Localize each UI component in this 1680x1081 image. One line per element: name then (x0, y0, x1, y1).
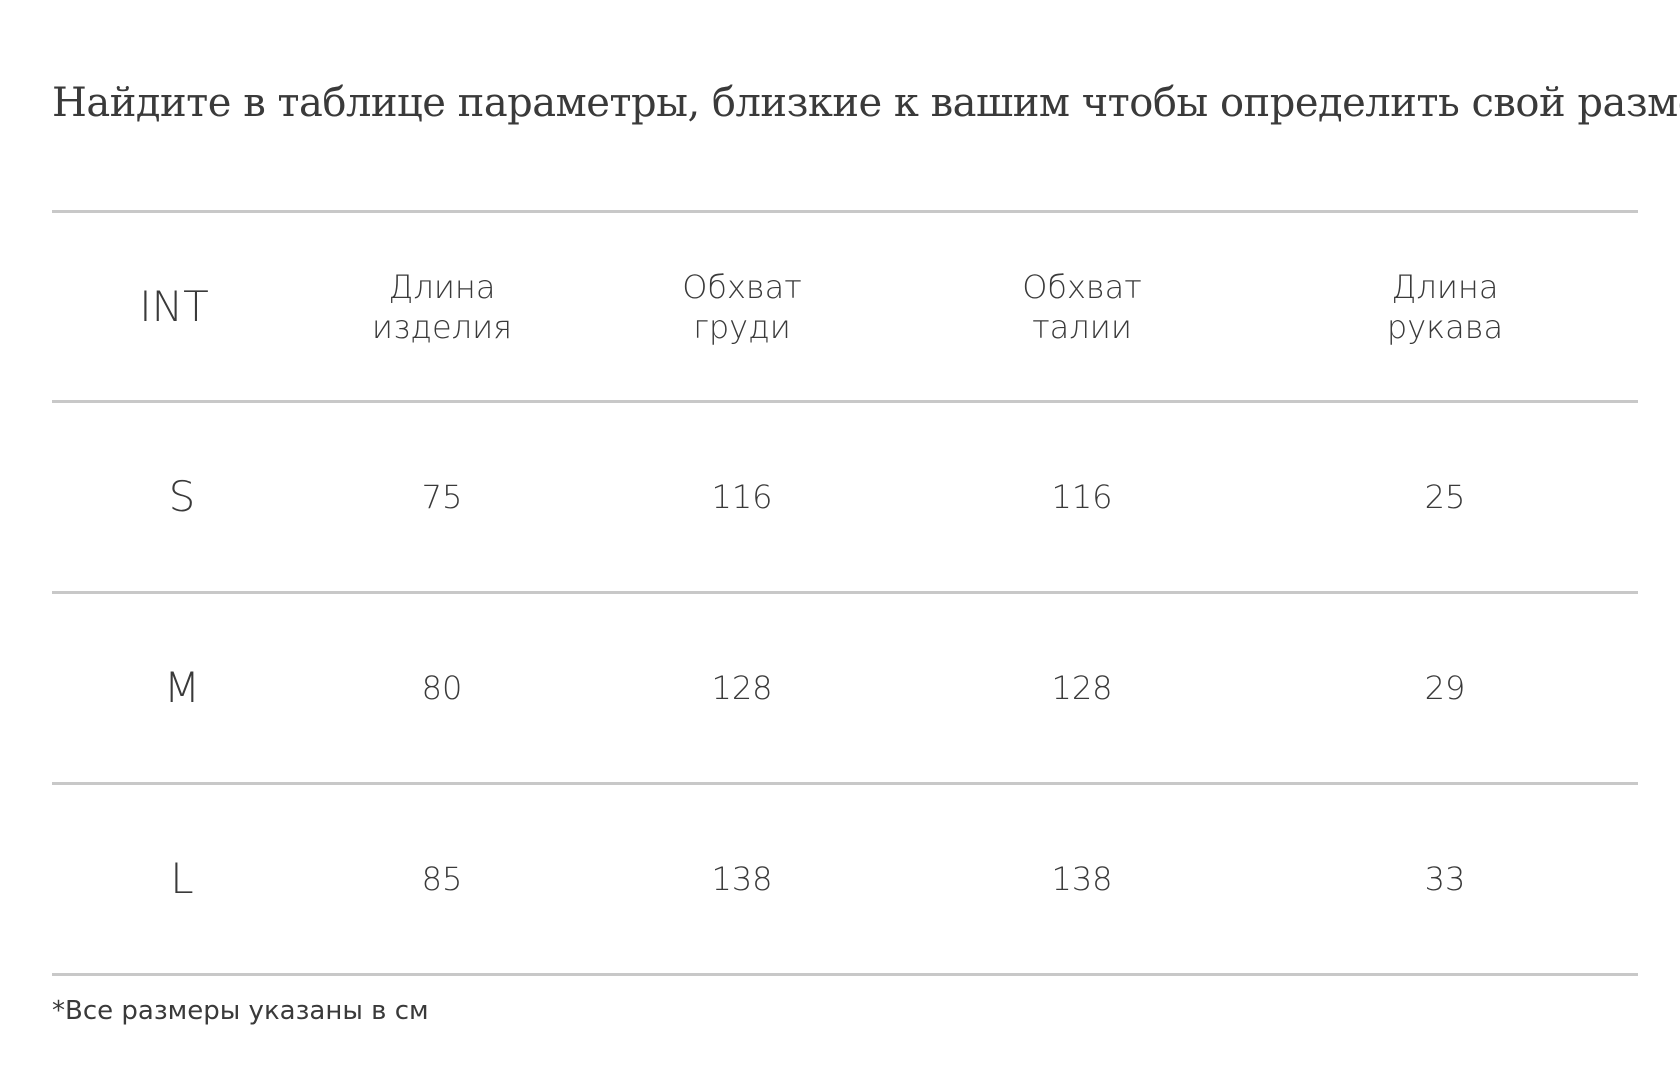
waist-cell: 138 (1051, 860, 1113, 898)
header-length-line2: изделия (371, 307, 513, 346)
length-cell: 75 (421, 478, 463, 516)
header-waist-line2: талии (1032, 307, 1132, 346)
page-title: Найдите в таблице параметры, близкие к в… (52, 80, 1680, 126)
size-cell: L (170, 854, 194, 903)
waist-cell: 116 (1051, 478, 1113, 516)
footnote: *Все размеры указаны в см (52, 996, 429, 1026)
table-row: S 75 116 116 25 (52, 403, 1638, 594)
size-cell: M (163, 663, 201, 712)
length-cell: 85 (421, 860, 463, 898)
header-waist: Обхват талии (912, 267, 1252, 347)
chest-cell: 116 (711, 478, 773, 516)
sleeve-cell: 25 (1424, 478, 1466, 516)
header-sleeve: Длина рукава (1252, 267, 1638, 347)
size-cell: S (168, 472, 196, 521)
sleeve-cell: 29 (1424, 669, 1466, 707)
waist-cell: 128 (1051, 669, 1113, 707)
header-waist-line1: Обхват (1022, 267, 1142, 306)
header-chest: Обхват груди (572, 267, 912, 347)
table-header-row: INT Длина изделия Обхват груди Обхват та… (52, 213, 1638, 403)
length-cell: 80 (421, 669, 463, 707)
sleeve-cell: 33 (1424, 860, 1466, 898)
table-row: M 80 128 128 29 (52, 594, 1638, 785)
header-length: Длина изделия (312, 267, 572, 347)
chest-cell: 138 (711, 860, 773, 898)
header-length-line1: Длина (388, 267, 496, 306)
header-chest-line1: Обхват (682, 267, 802, 306)
header-chest-line2: груди (693, 307, 791, 346)
chest-cell: 128 (711, 669, 773, 707)
size-table: INT Длина изделия Обхват груди Обхват та… (52, 210, 1638, 976)
header-sleeve-line1: Длина (1391, 267, 1499, 306)
header-int: INT (139, 281, 209, 331)
table-row: L 85 138 138 33 (52, 785, 1638, 976)
header-sleeve-line2: рукава (1386, 307, 1504, 346)
